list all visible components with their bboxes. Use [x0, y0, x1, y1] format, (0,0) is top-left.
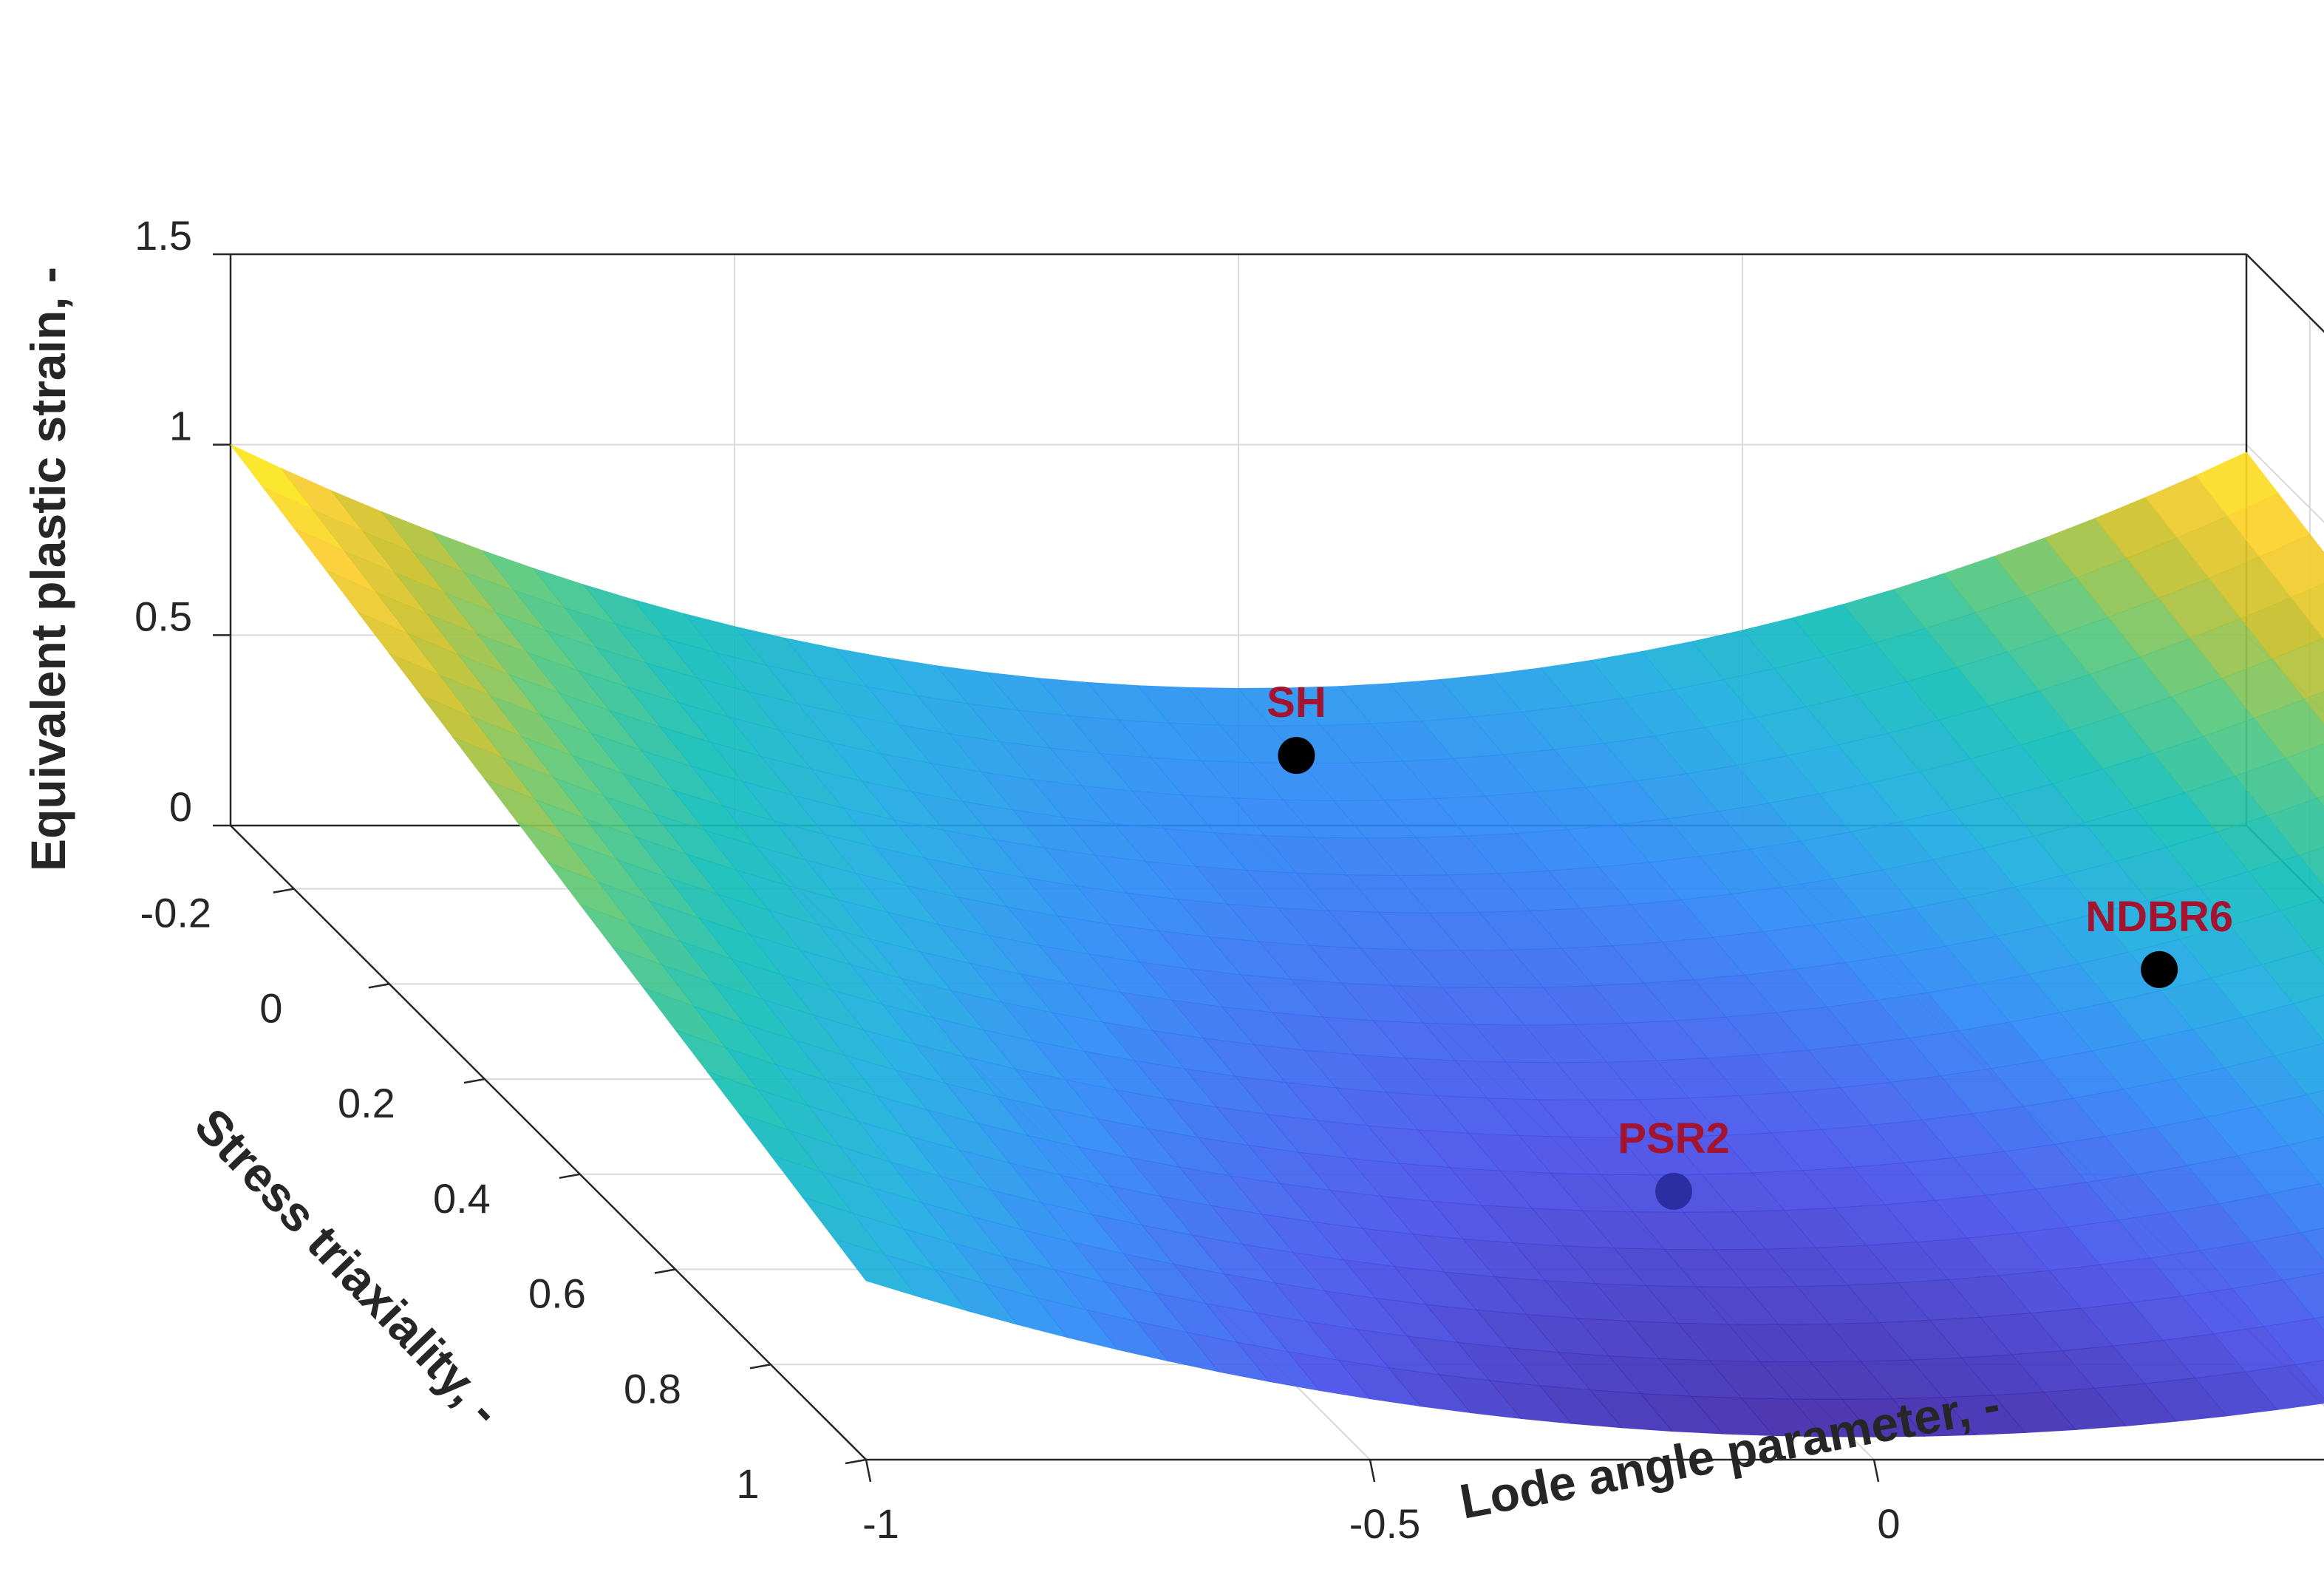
surface-patch [2272, 637, 2324, 700]
y-tick-mark [749, 1364, 771, 1369]
data-point-psr2 [1655, 1172, 1693, 1210]
y-tick-label: 0 [259, 984, 282, 1031]
y-tick-mark [368, 983, 390, 989]
z-tick-label: 0.5 [134, 593, 192, 639]
surface-patch [2294, 1359, 2324, 1399]
data-point-sh [1278, 737, 1315, 775]
surface [230, 444, 2324, 1437]
y-tick-label: 1 [736, 1460, 759, 1507]
y-tick-mark [845, 1458, 867, 1465]
surface-patch [2285, 744, 2324, 799]
surface-patch [2317, 795, 2324, 807]
x-tick-label: -1 [862, 1500, 899, 1547]
box-edge [230, 825, 867, 1460]
y-tick-label: 0.2 [338, 1080, 395, 1126]
surface-patch [2269, 1183, 2324, 1234]
z-tick-label: 1.5 [134, 212, 192, 259]
surface-patch [2253, 698, 2324, 759]
surface-patch [2314, 1316, 2324, 1331]
y-tick-label: 0.6 [528, 1270, 586, 1317]
surface-patch [2266, 797, 2324, 856]
surface-patch [2291, 582, 2324, 639]
data-point-ndbr6 [2141, 950, 2178, 988]
y-tick-mark [273, 888, 295, 894]
surface-patch [2287, 1136, 2324, 1185]
x-tick-mark [1369, 1459, 1376, 1483]
surface-patch [2263, 1318, 2324, 1365]
y-tick-mark [654, 1268, 676, 1274]
surface-patch [2282, 1272, 2324, 1319]
z-tick-label: 1 [169, 403, 192, 449]
tick-labels: 00.511.5-0.200.20.40.60.81-1-0.500.51 [134, 212, 1900, 1547]
surface-patch [2298, 846, 2324, 888]
surface-patch [2248, 854, 2324, 911]
surface-patch [2250, 1232, 2324, 1281]
surface-patch [2303, 690, 2324, 725]
surface-patch [2259, 534, 2324, 599]
data-point-label: SH [1267, 678, 1326, 727]
surface-patch [2311, 946, 2324, 966]
surface-patch [2306, 1089, 2324, 1117]
x-tick-mark [1873, 1459, 1880, 1483]
y-axis-label: Stress triaxiality, - [185, 1098, 513, 1436]
data-points: SHNDBR6CHR1PSR2 [1267, 678, 2233, 1210]
surface-patch [2300, 1228, 2324, 1261]
y-tick-label: 0.8 [624, 1365, 681, 1412]
surface-patch [2280, 896, 2324, 951]
data-point-label: PSR2 [1618, 1115, 1730, 1163]
data-point-label: NDBR6 [2085, 893, 2233, 941]
y-tick-mark [463, 1078, 485, 1084]
surface-patch [2274, 1043, 2324, 1095]
surface-patch [2292, 994, 2324, 1042]
y-tick-mark [559, 1173, 581, 1180]
surface-patch [2319, 1182, 2324, 1190]
y-tick-label: 0.4 [433, 1175, 491, 1222]
x-tick-label: 0 [1877, 1500, 1900, 1547]
z-axis-label: Equivalent plastic strain, - [21, 267, 75, 871]
surface-patch [2244, 1364, 2324, 1410]
surface-patch [2255, 1094, 2324, 1146]
surface-patch [2260, 950, 2324, 1004]
y-tick-label: -0.2 [140, 890, 212, 936]
x-tick-mark [865, 1459, 872, 1483]
z-tick-label: 0 [169, 783, 192, 830]
x-tick-label: -0.5 [1349, 1500, 1421, 1547]
